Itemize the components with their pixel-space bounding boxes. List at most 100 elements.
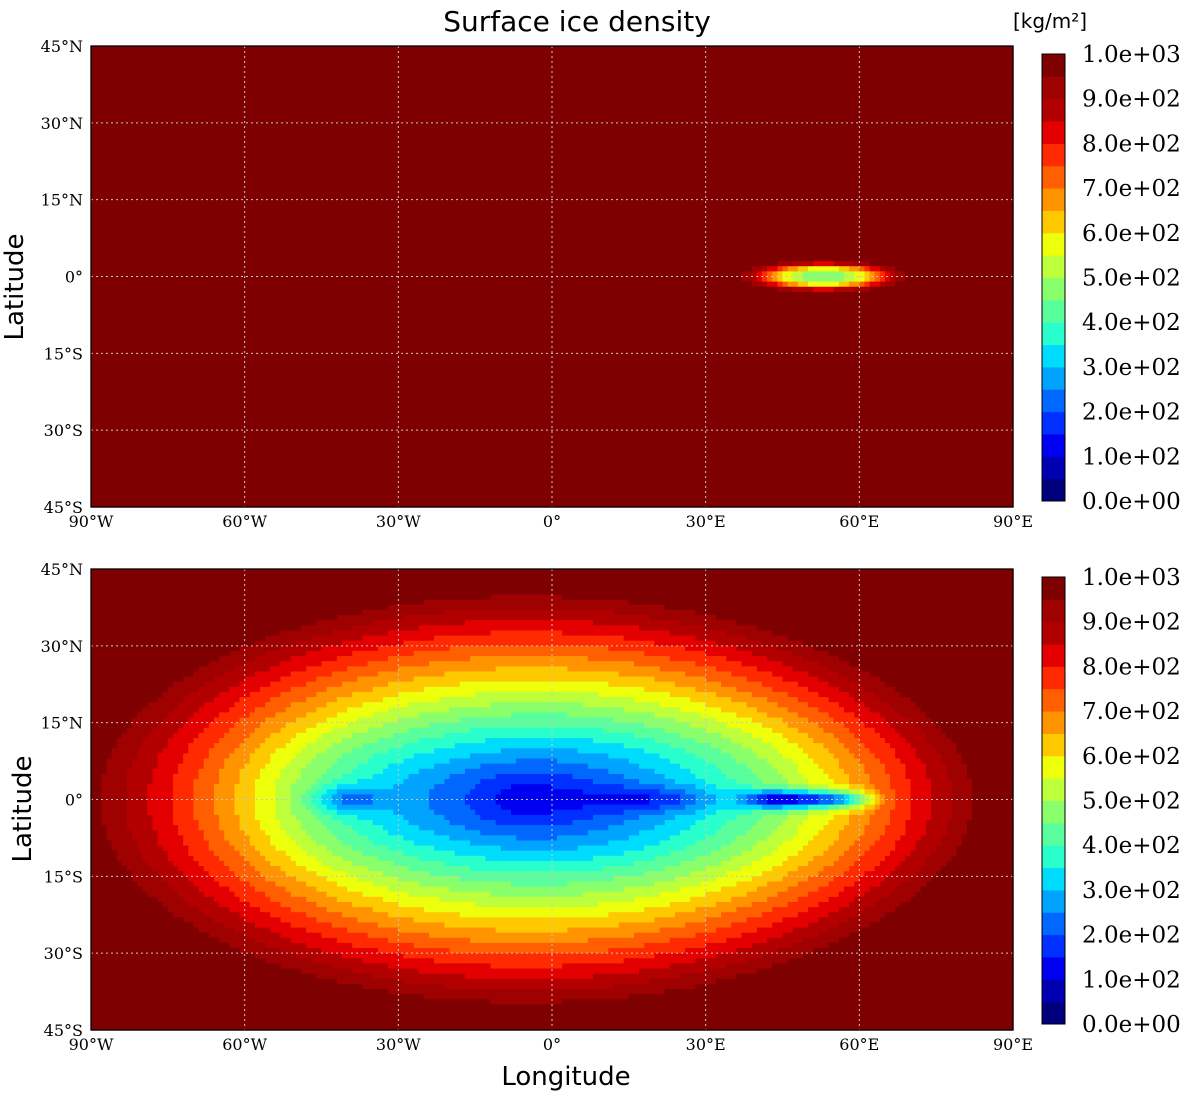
contour-cell bbox=[275, 799, 292, 806]
contour-cell bbox=[91, 794, 102, 801]
contour-cell bbox=[372, 840, 415, 847]
contour-cell bbox=[91, 702, 148, 708]
contour-cell bbox=[639, 814, 676, 821]
contour-cell bbox=[260, 825, 282, 831]
x-tick-label: 30°E bbox=[686, 512, 726, 531]
colorbar-swatch bbox=[1042, 711, 1065, 734]
contour-cell bbox=[91, 430, 1014, 436]
contour-cell bbox=[613, 983, 697, 990]
contour-cell bbox=[470, 727, 604, 734]
contour-cell bbox=[639, 968, 707, 975]
contour-cell bbox=[828, 845, 850, 852]
contour-cell bbox=[239, 814, 256, 821]
contour-cell bbox=[219, 768, 241, 775]
contour-cell bbox=[336, 809, 394, 816]
contour-cell bbox=[782, 932, 819, 939]
contour-cell bbox=[301, 845, 328, 852]
contour-cell bbox=[890, 850, 912, 857]
contour-cell bbox=[111, 753, 138, 760]
contour-cell bbox=[147, 799, 174, 806]
contour-cell bbox=[260, 686, 292, 693]
contour-cell bbox=[746, 891, 778, 898]
contour-cell bbox=[423, 686, 645, 693]
contour-cell bbox=[818, 794, 835, 801]
contour-cell bbox=[172, 912, 205, 918]
contour-cell bbox=[352, 860, 394, 867]
contour-cell bbox=[224, 763, 246, 770]
contour-cell bbox=[126, 794, 148, 801]
contour-cell bbox=[208, 871, 236, 877]
contour-cell bbox=[331, 814, 358, 821]
contour-cell bbox=[659, 804, 686, 811]
contour-cell bbox=[828, 789, 840, 795]
contour-cell bbox=[715, 830, 748, 836]
contour-cell bbox=[285, 722, 317, 729]
plot-frame-top bbox=[90, 45, 1014, 508]
contour-cell bbox=[254, 937, 292, 944]
contour-cell bbox=[838, 266, 850, 272]
contour-cell bbox=[854, 271, 866, 278]
contour-cell bbox=[290, 891, 328, 898]
colorbar-swatch bbox=[1042, 845, 1065, 869]
contour-cell bbox=[265, 942, 307, 949]
contour-cell bbox=[808, 266, 840, 272]
contour-cell bbox=[874, 804, 881, 811]
contour-cell bbox=[787, 722, 819, 729]
contour-cell bbox=[331, 922, 379, 929]
contour-cell bbox=[490, 630, 563, 637]
contour-cell bbox=[254, 748, 276, 754]
contour-cell bbox=[295, 732, 323, 739]
contour-cell bbox=[562, 999, 1014, 1005]
contour-cell bbox=[331, 963, 389, 970]
contour-cell bbox=[260, 722, 287, 729]
contour-cell bbox=[905, 825, 927, 831]
contour-cell bbox=[398, 927, 497, 934]
contour-cell bbox=[608, 768, 656, 775]
contour-cell bbox=[756, 840, 784, 847]
contour-cell bbox=[403, 743, 456, 749]
contour-cell bbox=[879, 835, 901, 842]
contour-cell bbox=[690, 722, 727, 729]
contour-cell bbox=[787, 779, 809, 785]
contour-cell bbox=[167, 907, 200, 913]
contour-cell bbox=[470, 840, 609, 847]
contour-cell bbox=[828, 697, 855, 703]
contour-cell bbox=[910, 784, 932, 790]
contour-cell bbox=[167, 850, 189, 857]
contour-cell bbox=[582, 891, 661, 898]
contour-cell bbox=[239, 779, 256, 785]
y-tick-label: 30°S bbox=[44, 421, 83, 440]
contour-cell bbox=[884, 799, 896, 806]
contour-cell bbox=[306, 927, 348, 934]
contour-cell bbox=[336, 881, 374, 888]
contour-cell bbox=[680, 763, 717, 770]
contour-cell bbox=[849, 691, 876, 698]
contour-cell bbox=[828, 784, 850, 790]
contour-cell bbox=[874, 753, 896, 760]
contour-cell bbox=[915, 840, 942, 847]
contour-cell bbox=[91, 963, 282, 970]
contour-cell bbox=[715, 784, 753, 790]
contour-cell bbox=[357, 830, 389, 836]
contour-cell bbox=[121, 860, 148, 867]
contour-cell bbox=[644, 722, 691, 729]
contour-cell bbox=[91, 604, 389, 611]
contour-cell bbox=[644, 942, 707, 949]
contour-cell bbox=[956, 748, 1014, 754]
contour-cell bbox=[864, 799, 871, 806]
contour-cell bbox=[213, 917, 246, 924]
contour-cell bbox=[295, 814, 317, 821]
contour-cell bbox=[910, 697, 1014, 703]
contour-cell bbox=[843, 743, 866, 749]
contour-cell bbox=[91, 989, 389, 995]
contour-cell bbox=[838, 686, 866, 693]
contour-cell bbox=[326, 748, 353, 754]
contour-cell bbox=[931, 876, 1014, 883]
contour-cell bbox=[290, 937, 338, 944]
contour-cell bbox=[198, 927, 236, 934]
contour-cell bbox=[290, 671, 333, 678]
contour-cell bbox=[879, 881, 901, 888]
contour-cell bbox=[823, 727, 850, 734]
contour-cell bbox=[721, 860, 753, 867]
contour-cell bbox=[91, 901, 164, 908]
